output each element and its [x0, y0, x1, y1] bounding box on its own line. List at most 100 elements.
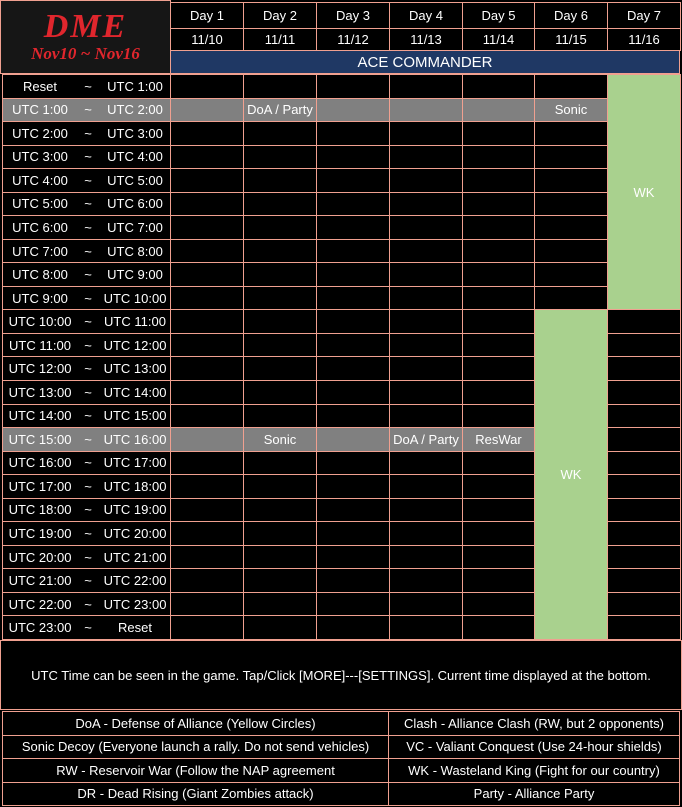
- slot: [607, 474, 681, 499]
- slot: [243, 403, 317, 429]
- event: Sonic: [534, 97, 608, 123]
- slot: [534, 191, 608, 217]
- time-start: UTC 23:00: [8, 620, 72, 636]
- time-start: UTC 12:00: [8, 361, 72, 377]
- slot: [170, 238, 244, 264]
- slot: [389, 474, 463, 499]
- slot: [389, 309, 463, 334]
- slot: [316, 262, 390, 287]
- slot: [170, 144, 244, 170]
- day-header: Day 5: [462, 2, 535, 29]
- slot: [316, 168, 390, 193]
- slot: [389, 262, 463, 287]
- time-sep: ~: [84, 290, 92, 306]
- time-start: UTC 1:00: [12, 102, 68, 118]
- time-end: UTC 12:00: [103, 337, 167, 353]
- slot: [534, 121, 608, 146]
- time-cell: UTC 14:00 ~ UTC 15:00: [2, 403, 171, 429]
- slot: [607, 309, 681, 334]
- time-end: UTC 2:00: [107, 102, 163, 118]
- slot: [170, 380, 244, 405]
- slot: [534, 262, 608, 287]
- time-cell: UTC 10:00 ~ UTC 11:00: [2, 309, 171, 334]
- slot: [170, 544, 244, 570]
- time-sep: ~: [84, 502, 92, 518]
- legend-item: VC - Valiant Conquest (Use 24-hour shiel…: [388, 734, 680, 759]
- slot: [316, 309, 390, 334]
- day-date: 11/16: [607, 28, 681, 51]
- slot: [170, 591, 244, 617]
- slot: [389, 215, 463, 240]
- slot: [534, 285, 608, 311]
- slot: [243, 121, 317, 146]
- slot: [243, 74, 317, 99]
- slot: [462, 356, 535, 381]
- time-start: UTC 14:00: [8, 408, 72, 424]
- time-end: UTC 21:00: [103, 549, 167, 565]
- slot: [462, 568, 535, 593]
- time-end: UTC 23:00: [103, 596, 167, 612]
- note: UTC Time can be seen in the game. Tap/Cl…: [0, 640, 682, 710]
- slot: [607, 332, 681, 358]
- slot: [462, 521, 535, 546]
- slot: [607, 544, 681, 570]
- time-sep: ~: [84, 220, 92, 235]
- slot: [462, 474, 535, 499]
- day-date: 11/12: [316, 28, 390, 51]
- time-cell: UTC 7:00 ~ UTC 8:00: [2, 238, 171, 264]
- legend-item: WK - Wasteland King (Fight for our count…: [388, 758, 680, 783]
- time-start: UTC 22:00: [8, 596, 72, 612]
- slot: [316, 450, 390, 476]
- slot: [170, 521, 244, 546]
- time-cell: UTC 6:00 ~ UTC 7:00: [2, 215, 171, 240]
- slot: [170, 332, 244, 358]
- slot: [170, 168, 244, 193]
- time-cell: UTC 18:00 ~ UTC 19:00: [2, 497, 171, 523]
- time-cell: UTC 21:00 ~ UTC 22:00: [2, 568, 171, 593]
- slot: [243, 474, 317, 499]
- time-end: Reset: [118, 620, 152, 636]
- time-cell: UTC 13:00 ~ UTC 14:00: [2, 380, 171, 405]
- legend-item: DoA - Defense of Alliance (Yellow Circle…: [2, 711, 389, 736]
- day-header: Day 3: [316, 2, 390, 29]
- time-start: UTC 2:00: [12, 125, 68, 141]
- slot: [389, 332, 463, 358]
- time-end: UTC 20:00: [103, 526, 167, 542]
- slot: [462, 74, 535, 99]
- slot: [534, 74, 608, 99]
- slot: [243, 615, 317, 640]
- slot: [462, 591, 535, 617]
- slot: [389, 450, 463, 476]
- slot: [389, 168, 463, 193]
- slot: [462, 544, 535, 570]
- time-cell: UTC 16:00 ~ UTC 17:00: [2, 450, 171, 476]
- slot: [462, 332, 535, 358]
- day-date: 11/14: [462, 28, 535, 51]
- event: WK: [607, 74, 681, 311]
- day-header: Day 1: [170, 2, 244, 29]
- slot: [389, 568, 463, 593]
- event: DoA / Party: [243, 97, 317, 123]
- slot: [243, 285, 317, 311]
- time-start: UTC 20:00: [8, 549, 72, 565]
- slot: [170, 74, 244, 99]
- time-end: UTC 8:00: [107, 243, 163, 259]
- slot: [462, 238, 535, 264]
- time-cell: UTC 15:00 ~ UTC 16:00: [2, 427, 171, 452]
- slot: [170, 497, 244, 523]
- slot: [170, 615, 244, 640]
- time-end: UTC 11:00: [104, 314, 166, 330]
- slot: [389, 144, 463, 170]
- slot: [316, 285, 390, 311]
- slot: [462, 403, 535, 429]
- slot: [243, 215, 317, 240]
- slot: [462, 97, 535, 123]
- slot: [316, 380, 390, 405]
- slot: [170, 285, 244, 311]
- slot: [462, 450, 535, 476]
- slot: [534, 215, 608, 240]
- slot: [316, 403, 390, 429]
- time-start: UTC 11:00: [9, 337, 71, 353]
- slot: [607, 568, 681, 593]
